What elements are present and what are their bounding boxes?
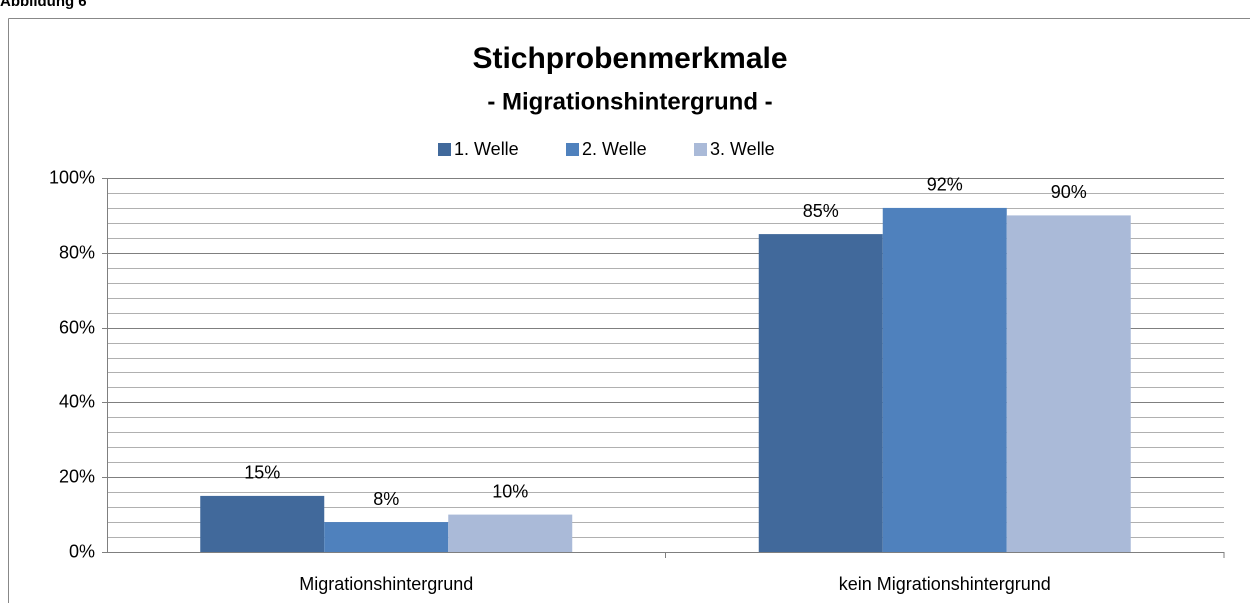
figure-label: Abbildung 6 <box>0 0 87 10</box>
y-tick-label: 0% <box>69 541 95 561</box>
legend-swatch <box>438 143 451 156</box>
y-tick-label: 80% <box>59 242 95 262</box>
y-tick-label: 60% <box>59 317 95 337</box>
data-label: 10% <box>492 481 528 501</box>
data-label: 15% <box>244 463 280 483</box>
legend-label: 3. Welle <box>710 139 775 159</box>
legend-swatch <box>694 143 707 156</box>
chart-title: Stichprobenmerkmale <box>472 42 787 75</box>
bar <box>1006 215 1131 552</box>
legend-label: 2. Welle <box>582 139 647 159</box>
data-label: 90% <box>1051 182 1087 202</box>
bar <box>882 207 1007 553</box>
data-label: 85% <box>803 201 839 221</box>
x-tick-label: Migrationshintergrund <box>299 574 473 594</box>
legend-swatch <box>566 143 579 156</box>
bar <box>448 514 573 552</box>
data-label: 92% <box>927 175 963 195</box>
data-label: 8% <box>373 489 399 509</box>
bar <box>324 522 449 552</box>
legend-label: 1. Welle <box>454 139 519 159</box>
y-tick-label: 100% <box>49 167 95 187</box>
bar <box>200 495 325 552</box>
y-tick-label: 20% <box>59 466 95 486</box>
bar <box>758 234 883 552</box>
chart-subtitle: - Migrationshintergrund - <box>487 88 772 115</box>
y-tick-label: 40% <box>59 391 95 411</box>
x-tick-label: kein Migrationshintergrund <box>839 574 1051 594</box>
